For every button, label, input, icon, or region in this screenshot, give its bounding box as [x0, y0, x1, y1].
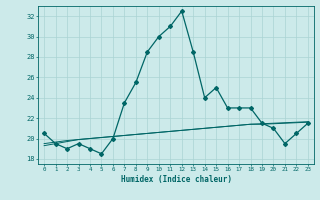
X-axis label: Humidex (Indice chaleur): Humidex (Indice chaleur) — [121, 175, 231, 184]
